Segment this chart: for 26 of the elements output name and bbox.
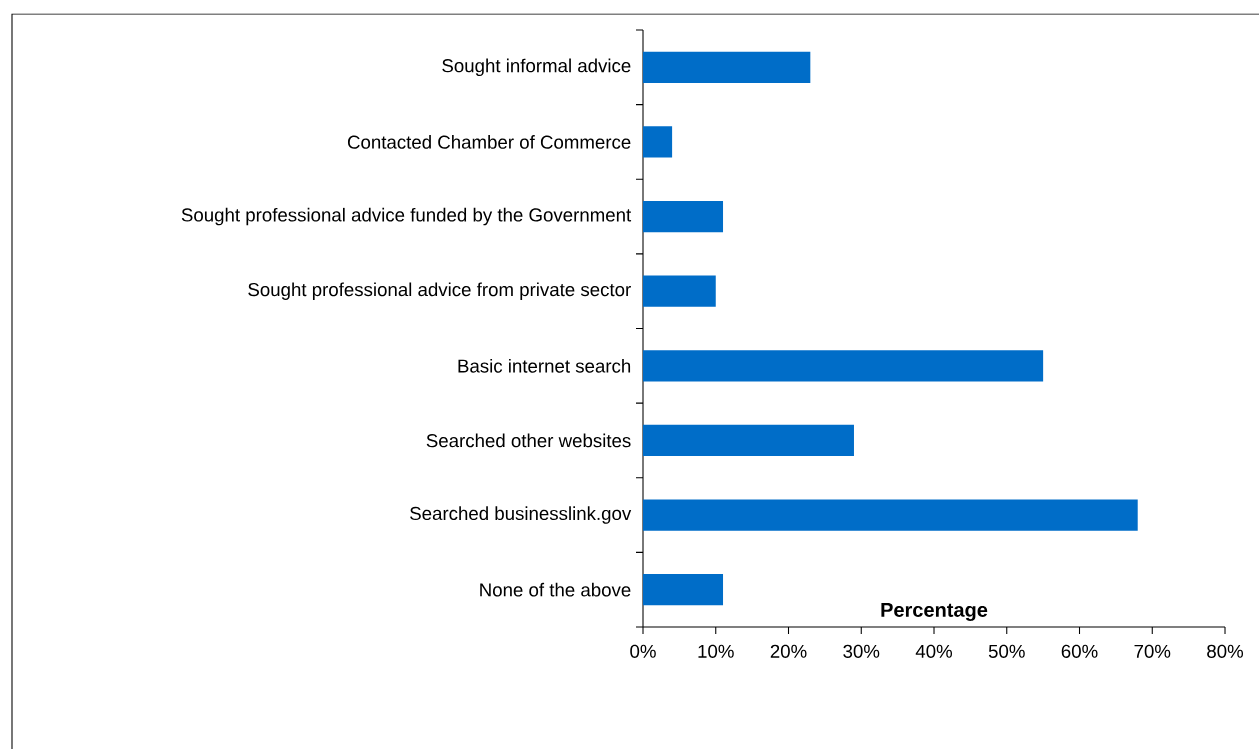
x-axis-title: Percentage (881, 602, 988, 621)
y-tick-label: Contacted Chamber of Commerce (347, 135, 631, 149)
bar (643, 350, 1044, 382)
y-tick-label: Sought professional advice funded by the Government (181, 207, 632, 226)
y-tick-label: Sought professional advice from private sector (248, 282, 631, 300)
y-tick-label: Basic internet search (458, 358, 631, 373)
y-tick-label: Searched other websites (426, 433, 631, 448)
y-tick-label: Sought informal advice (442, 58, 631, 77)
x-tick-label: 40% (915, 644, 953, 658)
x-tick-label: 50% (988, 644, 1025, 658)
y-tick-label: Searched businesslink.gov (410, 506, 632, 524)
x-tick-label: 10% (698, 644, 734, 658)
bar (643, 574, 724, 606)
bar (643, 275, 716, 307)
x-tick-label: 20% (770, 644, 807, 658)
y-tick-label: None of the above (480, 582, 631, 597)
bar (643, 126, 673, 158)
bar (643, 51, 811, 83)
x-tick-label: 70% (1134, 644, 1171, 658)
x-tick-label: 30% (843, 644, 880, 658)
x-tick-label: 80% (1207, 644, 1244, 658)
bar (643, 200, 724, 233)
x-tick-label: 0% (630, 644, 656, 658)
bar (643, 499, 1138, 531)
bar (643, 424, 854, 457)
x-tick-label: 60% (1061, 644, 1098, 658)
